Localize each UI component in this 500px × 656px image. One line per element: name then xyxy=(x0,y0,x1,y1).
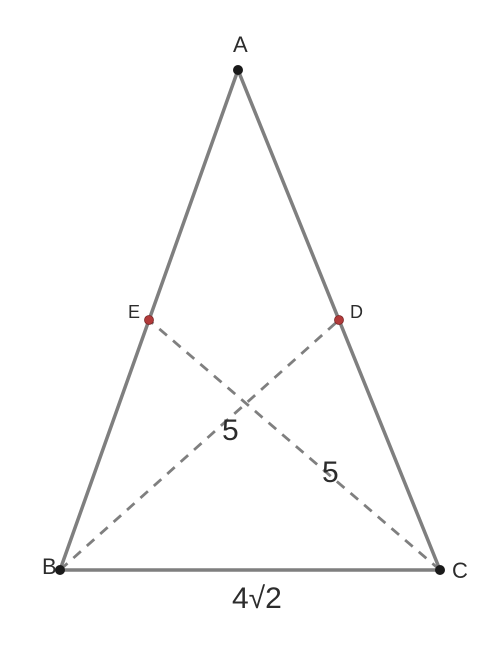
segment-bd xyxy=(60,320,339,570)
triangle-diagram: A B C E D 5 5 4√2 xyxy=(0,0,500,656)
point-c xyxy=(435,565,445,575)
point-e xyxy=(145,316,154,325)
length-bd: 5 xyxy=(222,414,239,447)
label-d: D xyxy=(350,302,363,322)
label-e: E xyxy=(128,302,140,322)
label-c: C xyxy=(452,558,468,583)
label-a: A xyxy=(233,32,248,57)
segment-ce xyxy=(149,320,440,570)
point-a xyxy=(233,65,243,75)
length-ec: 5 xyxy=(322,456,339,489)
length-bc: 4√2 xyxy=(232,582,282,615)
label-b: B xyxy=(42,554,57,579)
point-d xyxy=(335,316,344,325)
